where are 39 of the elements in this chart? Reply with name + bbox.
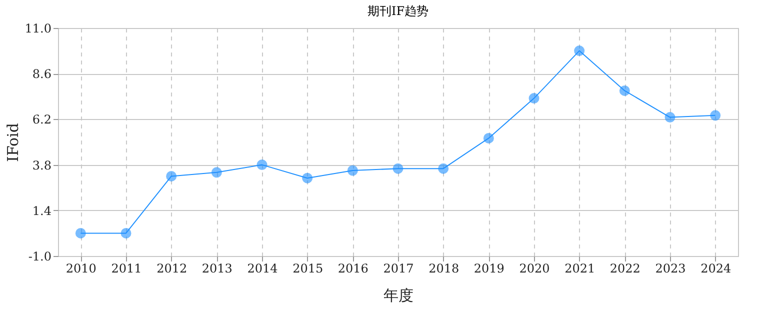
- x-axis-title: 年度: [384, 286, 414, 304]
- point: [528, 93, 540, 104]
- chart-title: 期刊IF趋势: [367, 4, 429, 18]
- x-tick-label: 2020: [519, 262, 550, 276]
- x-tick-label: 2017: [383, 262, 414, 276]
- point: [75, 228, 86, 238]
- point: [392, 163, 404, 174]
- point: [619, 85, 630, 96]
- point: [302, 172, 313, 184]
- point: [166, 170, 177, 182]
- x-tick-label: 2023: [655, 262, 686, 276]
- x-tick-label: 2021: [564, 262, 596, 276]
- x-tick-label: 2024: [700, 262, 732, 276]
- point: [347, 165, 358, 176]
- x-tick-label: 2012: [156, 262, 188, 276]
- y-axis-title: IFoid: [4, 122, 22, 162]
- point: [664, 112, 676, 123]
- x-tick-label: 2013: [202, 262, 232, 276]
- y-tick-label: 11.0: [24, 22, 52, 36]
- point: [211, 167, 222, 178]
- point: [256, 160, 268, 170]
- point: [438, 163, 449, 174]
- x-tick-label: 2015: [292, 262, 324, 276]
- point: [483, 132, 494, 144]
- x-tick-label: 2016: [338, 262, 368, 276]
- x-tick-label: 2018: [428, 262, 460, 276]
- point: [120, 228, 132, 238]
- y-tick-label: -1.0: [28, 250, 52, 264]
- y-tick-label: 1.4: [32, 204, 52, 218]
- x-tick-label: 2019: [474, 262, 504, 276]
- point: [574, 46, 585, 56]
- y-tick-label: 3.8: [32, 158, 52, 172]
- point: [710, 110, 721, 121]
- x-tick-label: 2011: [111, 262, 142, 276]
- x-tick-label: 2014: [247, 262, 278, 276]
- x-tick-label: 2022: [610, 262, 640, 276]
- y-tick-label: 8.6: [32, 67, 52, 82]
- y-tick-label: 6.2: [32, 112, 52, 127]
- x-tick-label: 2010: [66, 262, 96, 276]
